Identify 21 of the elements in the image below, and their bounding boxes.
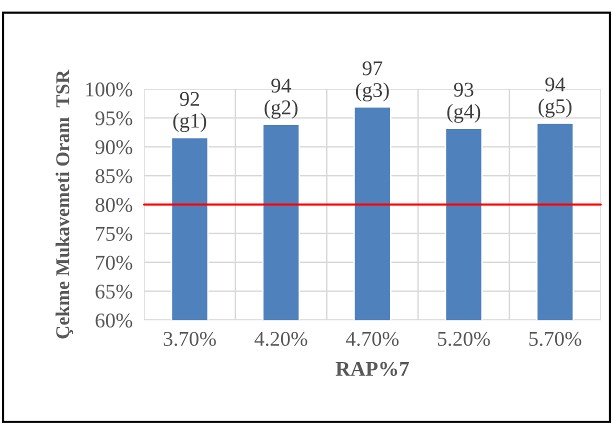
y-tick-label: 65%: [96, 284, 132, 299]
data-label: 92 (g1): [173, 92, 206, 132]
data-label: 94 (g2): [264, 78, 298, 119]
x-tick-label: 5.70%: [529, 332, 582, 346]
x-tick-label: 3.70%: [164, 332, 216, 346]
data-label: 93 (g4): [447, 82, 480, 123]
y-tick-label: 80%: [96, 198, 132, 212]
y-tick-label: 90%: [95, 140, 132, 154]
x-axis-title: RAP%7: [336, 362, 409, 376]
y-axis-title: Çekme Mukavemeti Oranı TSR: [56, 70, 74, 338]
x-tick-label: 5.20%: [438, 332, 490, 346]
y-tick-label: 95%: [95, 111, 132, 126]
y-tick-label: 85%: [96, 169, 132, 184]
y-tick-label: 75%: [96, 226, 132, 241]
x-tick-label: 4.70%: [346, 332, 399, 346]
y-tick-label: 70%: [96, 256, 132, 270]
data-label: 97 (g3): [356, 61, 389, 102]
data-label: 94 (g5): [538, 77, 572, 118]
y-tick-label: 100%: [86, 82, 132, 97]
y-tick-label: 60%: [96, 313, 132, 328]
x-tick-label: 4.20%: [254, 332, 308, 346]
